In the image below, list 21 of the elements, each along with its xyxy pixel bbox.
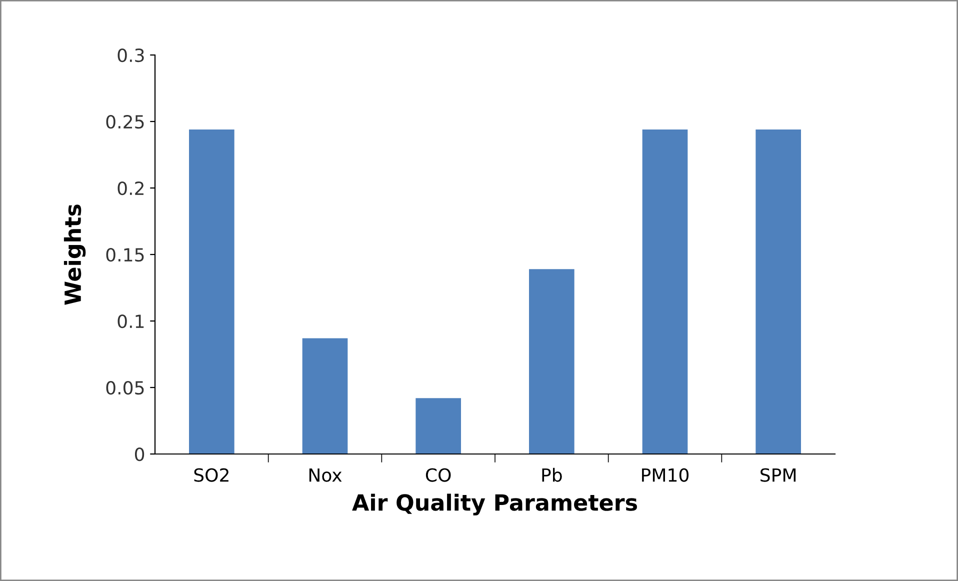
y-axis-title: Weights (64, 204, 86, 305)
x-tick-label: Pb (542, 468, 562, 482)
bar (416, 398, 461, 454)
x-axis-title: Air Quality Parameters (352, 494, 637, 516)
x-tick-label: CO (426, 468, 451, 482)
x-tick-label: SO2 (194, 468, 228, 482)
bar (756, 129, 801, 454)
y-tick-label: 0.1 (118, 314, 144, 328)
y-tick-label: 0.2 (118, 181, 144, 196)
x-tick-label: Nox (309, 468, 342, 482)
x-tick-label: SPM (760, 468, 796, 482)
y-tick-label: 0.25 (106, 114, 144, 129)
y-tick-label: 0.05 (106, 380, 144, 395)
bar (529, 269, 574, 454)
bar (189, 129, 234, 454)
y-tick-label: 0.3 (118, 48, 144, 62)
y-tick-label: 0.15 (106, 248, 144, 262)
bar (642, 129, 688, 454)
y-tick-label: 0 (134, 447, 144, 462)
x-tick-label: PM10 (642, 468, 689, 482)
bar (302, 338, 348, 454)
